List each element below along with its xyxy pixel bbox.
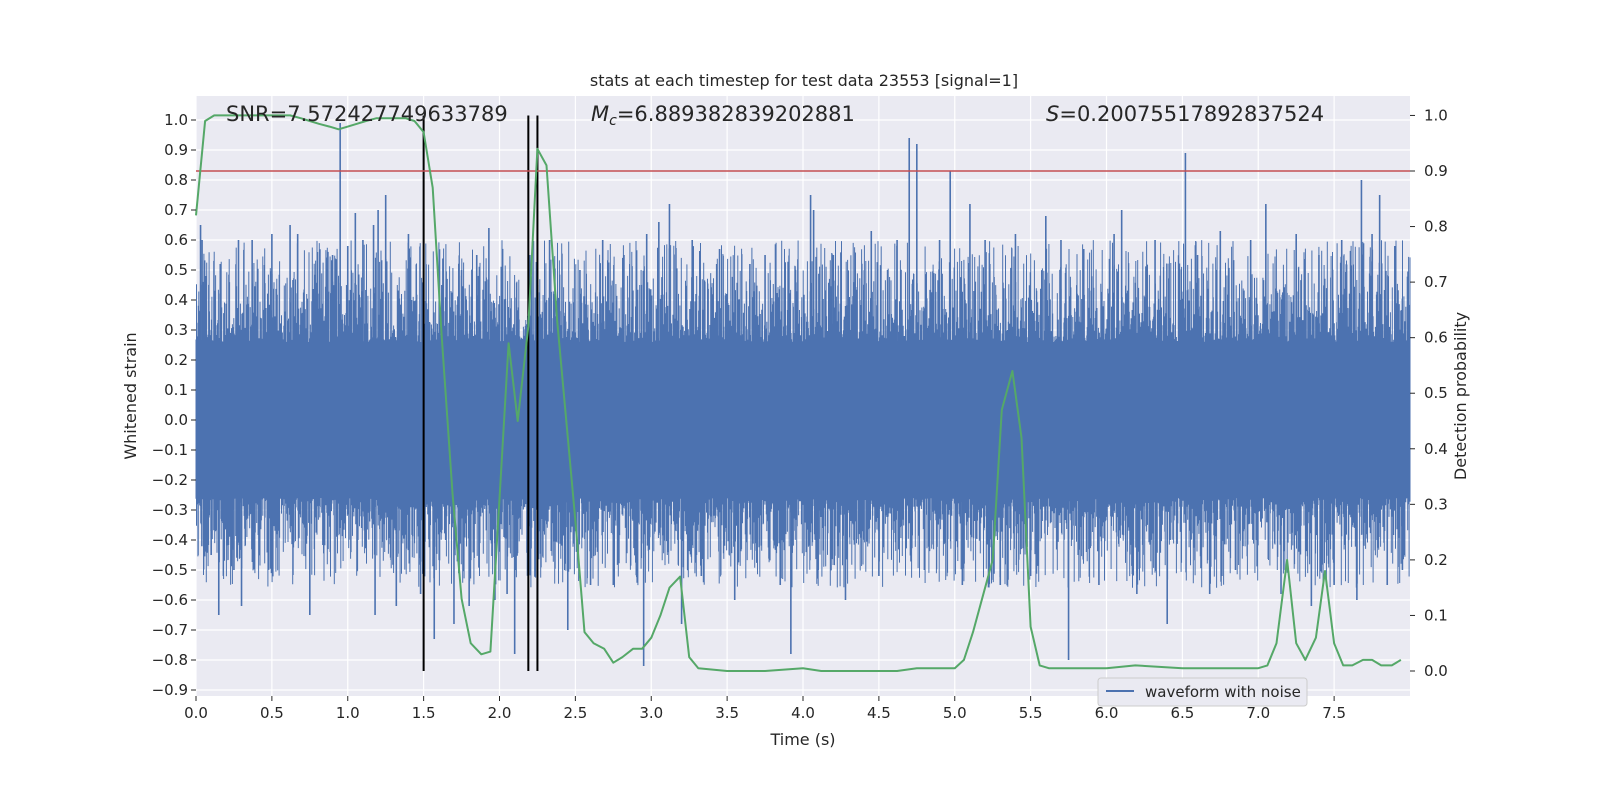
x-tick-label-11: 5.5 <box>1019 704 1043 722</box>
snr-annotation: SNR=7.572427749633789 <box>226 102 508 126</box>
right-tick-label-0: 1.0 <box>1424 106 1448 124</box>
left-tick-label-10: 0.0 <box>164 411 188 429</box>
left-tick-label-14: −0.4 <box>152 531 188 549</box>
right-axis-label: Detection probability <box>1451 312 1470 480</box>
x-tick-label-1: 0.5 <box>260 704 284 722</box>
x-tick-label-7: 3.5 <box>715 704 739 722</box>
right-tick-label-1: 0.9 <box>1424 162 1448 180</box>
right-axis-ticks: 1.0 0.9 0.8 0.7 0.6 0.5 0.4 0.3 0.2 0.1 0.0 <box>1410 106 1448 680</box>
left-tick-label-1: 0.9 <box>164 141 188 159</box>
left-tick-label-17: −0.7 <box>152 621 188 639</box>
x-tick-label-9: 4.5 <box>867 704 891 722</box>
right-tick-label-8: 0.2 <box>1424 551 1448 569</box>
left-axis-ticks: 1.0 0.9 0.8 0.7 0.6 0.5 0.4 0.3 0.2 0.1 0.0 −0.1 −0.… <box>152 111 196 699</box>
left-tick-label-4: 0.6 <box>164 231 188 249</box>
left-tick-label-7: 0.3 <box>164 321 188 339</box>
left-axis-label: Whitened strain <box>121 332 140 459</box>
x-tick-label-8: 4.0 <box>791 704 815 722</box>
probability-line <box>195 114 1402 672</box>
mc-symbol: M <box>591 102 609 126</box>
legend-box <box>1097 677 1308 707</box>
x-tick-label-6: 3.0 <box>639 704 663 722</box>
left-tick-label-6: 0.4 <box>164 291 188 309</box>
x-tick-label-12: 6.0 <box>1095 704 1119 722</box>
left-tick-label-3: 0.7 <box>164 201 188 219</box>
legend-label: waveform with noise <box>1145 683 1301 701</box>
left-tick-label-19: −0.9 <box>152 681 188 699</box>
s-symbol: S <box>1046 102 1059 126</box>
waveform-noise <box>195 240 1411 588</box>
right-tick-label-10: 0.0 <box>1424 662 1448 680</box>
waveform-series <box>195 123 1411 666</box>
right-tick-label-7: 0.3 <box>1424 495 1448 513</box>
x-axis-ticks: 0.0 0.5 1.0 1.5 2.0 2.5 3.0 3.5 4.0 4.5 5.0 5.5 6.0 6… <box>184 696 1346 722</box>
left-tick-label-11: −0.1 <box>152 441 188 459</box>
x-tick-label-14: 7.0 <box>1246 704 1270 722</box>
left-tick-label-15: −0.5 <box>152 561 188 579</box>
left-tick-label-8: 0.2 <box>164 351 188 369</box>
x-tick-label-2: 1.0 <box>336 704 360 722</box>
left-tick-label-13: −0.3 <box>152 501 188 519</box>
legend: waveform with noise <box>1097 677 1308 707</box>
x-tick-label-3: 1.5 <box>412 704 436 722</box>
right-tick-label-6: 0.4 <box>1424 440 1448 458</box>
left-tick-label-18: −0.8 <box>152 651 188 669</box>
x-tick-label-5: 2.5 <box>563 704 587 722</box>
chart-title: stats at each timestep for test data 235… <box>590 71 1018 90</box>
s-value: =0.20075517892837524 <box>1059 102 1324 126</box>
x-tick-label-15: 7.5 <box>1322 704 1346 722</box>
right-tick-label-4: 0.6 <box>1424 329 1448 347</box>
s-annotation: S=0.20075517892837524 <box>1046 102 1324 126</box>
right-tick-label-5: 0.5 <box>1424 384 1448 402</box>
left-tick-label-16: −0.6 <box>152 591 188 609</box>
x-tick-label-10: 5.0 <box>943 704 967 722</box>
left-tick-label-12: −0.2 <box>152 471 188 489</box>
left-tick-label-0: 1.0 <box>164 111 188 129</box>
x-tick-label-0: 0.0 <box>184 704 208 722</box>
vertical-markers <box>422 115 539 671</box>
mc-value: =6.889382839202881 <box>617 102 855 126</box>
probability-series <box>195 114 1402 672</box>
x-axis-label: Time (s) <box>769 730 835 749</box>
x-tick-label-4: 2.0 <box>488 704 512 722</box>
left-tick-label-2: 0.8 <box>164 171 188 189</box>
left-tick-label-9: 0.1 <box>164 381 188 399</box>
chirp-mass-annotation: Mc=6.889382839202881 <box>591 102 855 129</box>
left-tick-label-5: 0.5 <box>164 261 188 279</box>
x-tick-label-13: 6.5 <box>1170 704 1194 722</box>
right-tick-label-3: 0.7 <box>1424 273 1448 291</box>
mc-subscript: c <box>609 113 617 129</box>
right-tick-label-2: 0.8 <box>1424 218 1448 236</box>
right-tick-label-9: 0.1 <box>1424 606 1448 624</box>
